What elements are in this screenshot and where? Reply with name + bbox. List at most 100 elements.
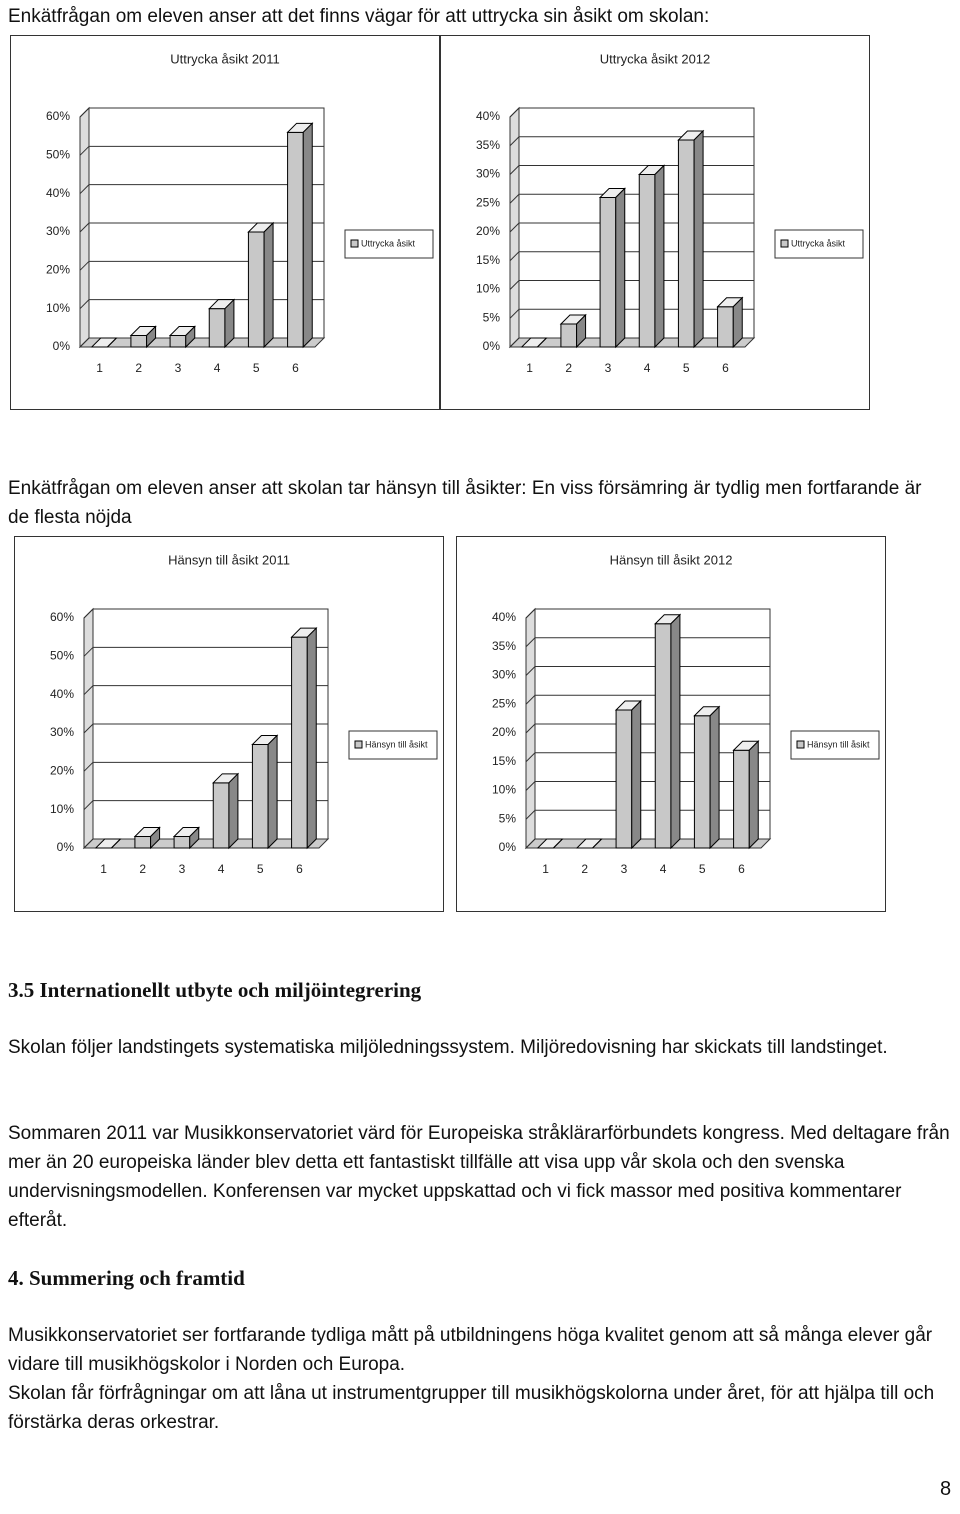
y-tick-label: 15% (492, 754, 516, 768)
y-tick-label: 40% (46, 186, 70, 200)
y-tick-label: 30% (50, 725, 74, 739)
bar (654, 613, 682, 850)
grid-line (525, 781, 770, 791)
bar-face (107, 337, 117, 348)
bar-face (520, 337, 548, 348)
y-tick-label: 5% (483, 310, 501, 324)
chart-title: Uttrycka åsikt 2011 (170, 51, 280, 66)
grid-line (509, 222, 754, 233)
bar-face (150, 826, 161, 850)
bar-face (693, 715, 711, 849)
bar (598, 187, 626, 349)
grid-line (83, 838, 328, 849)
grid-line (525, 809, 770, 820)
grid-line (525, 637, 770, 648)
bar-face (189, 826, 200, 850)
section-title: 3.5 Internationellt utbyte och miljöinte… (8, 978, 422, 1002)
x-tick-label: 2 (565, 361, 572, 375)
paragraph: Skolan följer landstingets systematiska … (8, 1037, 888, 1058)
bar (693, 705, 721, 850)
x-tick-label: 6 (292, 361, 299, 375)
x-tick-label: 1 (542, 862, 549, 876)
panel-border (440, 35, 870, 410)
grid-line (83, 761, 328, 772)
legend-swatch (354, 740, 363, 749)
y-tick-label: 10% (492, 783, 516, 797)
bar-face (267, 734, 278, 850)
bar-face (677, 139, 695, 348)
bar (614, 699, 642, 850)
x-tick-label: 3 (605, 361, 612, 375)
bar-face (576, 313, 587, 349)
grid-line (79, 145, 324, 156)
bar (575, 838, 603, 849)
bar (559, 313, 587, 349)
bar-face (173, 836, 191, 849)
y-tick-label: 30% (46, 224, 70, 238)
grid-line (83, 723, 328, 734)
y-tick-label: 40% (492, 610, 516, 624)
chart-title: Uttrycka åsikt 2012 (600, 51, 711, 66)
grid-line (525, 666, 770, 676)
paragraph: Musikkonservatoriet ser fortfarande tydl… (8, 1325, 933, 1375)
y-tick-label: 20% (476, 224, 500, 238)
x-tick-label: 2 (581, 862, 588, 876)
grid-line (83, 646, 328, 657)
legend-label: Hänsyn till åsikt (365, 739, 428, 749)
bar-face (302, 122, 313, 349)
y-tick-label: 60% (46, 109, 70, 123)
grid-line (83, 608, 328, 619)
y-tick-label: 25% (492, 696, 516, 710)
bar-face (615, 187, 626, 349)
bar (536, 838, 564, 849)
y-tick-label: 0% (53, 339, 71, 353)
chart-title: Hänsyn till åsikt 2012 (610, 552, 733, 567)
bar-face (615, 709, 633, 849)
bar (732, 740, 760, 850)
bar-face (291, 636, 308, 849)
legend-label: Hänsyn till åsikt (807, 739, 870, 749)
grid-line (509, 136, 754, 147)
x-tick-label: 1 (100, 862, 107, 876)
page-number: 8 (940, 1478, 952, 1500)
bar-face (111, 838, 121, 849)
y-tick-label: 50% (50, 649, 74, 663)
bar-face (536, 838, 564, 849)
legend-swatch (350, 239, 359, 248)
heading: Enkätfrågan om eleven anser att det finn… (8, 6, 710, 27)
y-tick-label: 10% (46, 301, 70, 315)
y-tick-label: 20% (46, 263, 70, 277)
grid-line (83, 800, 328, 811)
bar-face (130, 335, 148, 348)
grid-line (79, 107, 324, 118)
bar (247, 221, 275, 349)
grid-line (525, 752, 770, 763)
paragraph: Skolan får förfrågningar om att låna ut … (8, 1383, 935, 1433)
x-tick-label: 4 (214, 361, 221, 375)
bar-face (146, 325, 157, 349)
bar (133, 826, 161, 850)
bar-face (654, 164, 665, 349)
y-tick-label: 30% (476, 167, 500, 181)
y-tick-label: 35% (492, 639, 516, 653)
bar-face (263, 221, 274, 349)
bar (129, 325, 157, 349)
bar (251, 734, 279, 850)
bar (677, 129, 705, 349)
bar (638, 164, 666, 349)
paragraph: Sommaren 2011 var Musikkonservatoriet vä… (8, 1123, 950, 1231)
x-tick-label: 6 (738, 862, 745, 876)
bar-face (592, 838, 602, 849)
legend-box (344, 229, 434, 259)
bar-face (306, 626, 317, 850)
bar-face (693, 129, 704, 349)
y-tick-label: 60% (50, 610, 74, 624)
y-tick-label: 50% (46, 148, 70, 162)
panel-border (10, 35, 440, 410)
x-tick-label: 2 (139, 862, 146, 876)
bar-face (224, 298, 235, 349)
x-tick-label: 6 (296, 862, 303, 876)
y-tick-label: 35% (476, 138, 500, 152)
bar-face (733, 749, 750, 849)
